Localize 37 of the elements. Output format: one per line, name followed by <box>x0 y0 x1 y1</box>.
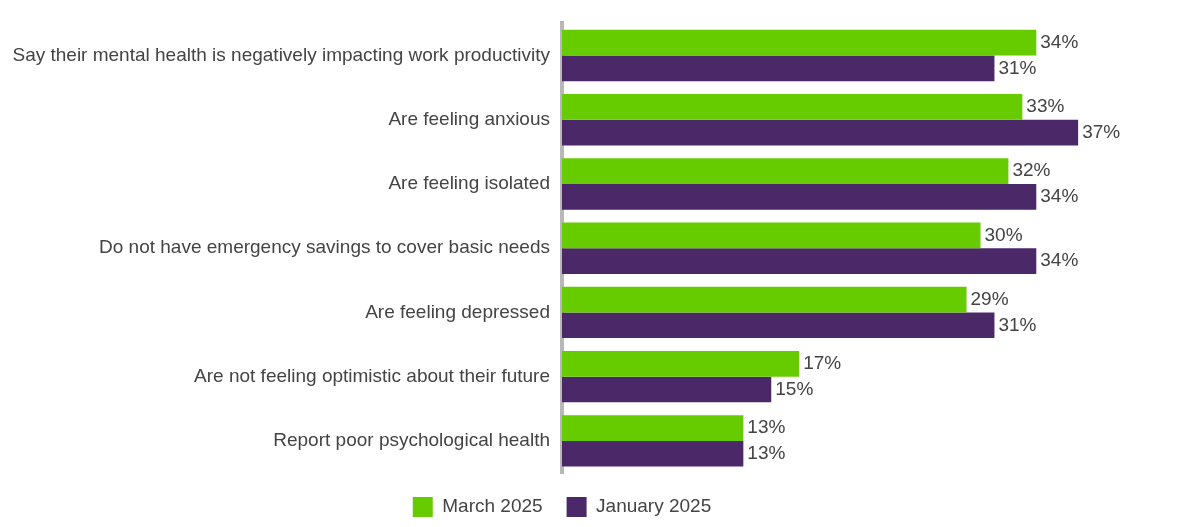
data-label: 31% <box>998 313 1037 335</box>
legend-label: March 2025 <box>442 495 543 517</box>
data-label: 33% <box>1026 95 1065 117</box>
data-label: 17% <box>803 352 842 374</box>
y-tick-label: Are feeling depressed <box>365 300 550 322</box>
data-label: 13% <box>747 441 786 463</box>
y-tick-label: Say their mental health is negatively impacting work productivity <box>12 43 551 65</box>
data-label: 13% <box>747 416 786 438</box>
y-tick-label: Are not feeling optimistic about their future <box>194 364 550 386</box>
bar <box>562 158 1009 184</box>
bar <box>562 415 744 441</box>
data-label: 34% <box>1040 249 1079 271</box>
y-tick-label: Are feeling isolated <box>388 172 550 194</box>
bar <box>562 312 995 339</box>
y-tick-label: Do not have emergency savings to cover basic needs <box>99 236 550 258</box>
y-tick-label: Are feeling anxious <box>388 107 550 129</box>
data-label: 34% <box>1040 185 1079 207</box>
legend-label: January 2025 <box>596 495 712 517</box>
bar <box>562 94 1023 120</box>
bar <box>562 350 800 377</box>
data-label: 29% <box>970 287 1009 309</box>
data-label: 15% <box>775 377 814 399</box>
bar <box>562 119 1079 146</box>
bar <box>562 248 1037 274</box>
bar <box>562 183 1037 210</box>
bar <box>562 222 981 249</box>
data-label: 31% <box>998 56 1037 78</box>
bar <box>562 55 995 82</box>
data-label: 34% <box>1040 30 1079 52</box>
bar <box>562 440 744 467</box>
bar <box>562 29 1037 56</box>
y-tick-label: Report poor psychological health <box>273 429 550 451</box>
data-label: 32% <box>1012 159 1051 181</box>
bar <box>562 286 967 313</box>
data-label: 30% <box>984 223 1023 245</box>
data-label: 37% <box>1082 120 1121 142</box>
bar <box>562 376 772 403</box>
